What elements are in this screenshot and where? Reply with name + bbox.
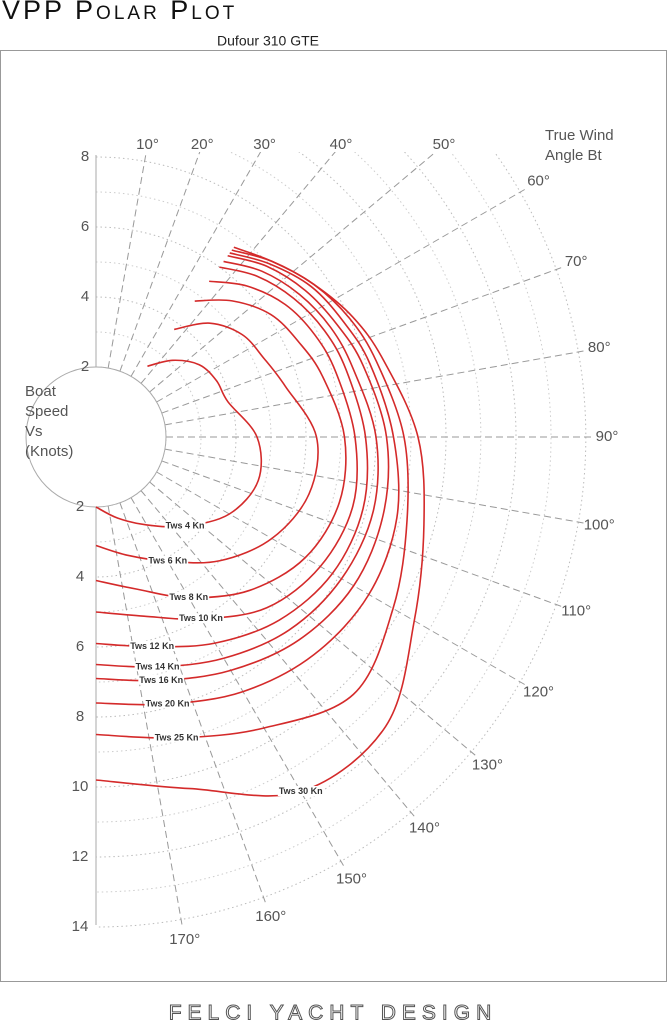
angle-tick-label: 150° <box>336 871 367 888</box>
r-tick-label: 2 <box>76 498 84 515</box>
chart-title: VPP Polar Plot <box>2 0 237 25</box>
angle-ray <box>140 490 417 820</box>
curve-label-bg <box>129 640 176 651</box>
angle-tick-label: 170° <box>169 931 200 948</box>
angle-ray <box>119 502 268 906</box>
angle-tick-label: 120° <box>523 683 554 700</box>
angle-ray <box>149 152 437 393</box>
angle-tick-label: 60° <box>527 172 550 189</box>
curve-label-bg <box>134 661 181 672</box>
plot: 10° 20° 30° 40° 50° 60° 70° 80° 90° 100° 110° 120° 1… <box>25 127 618 948</box>
r-tick-label: 4 <box>76 568 84 585</box>
axis-label: Boat <box>25 383 57 400</box>
angle-tick-label: 40° <box>330 136 353 153</box>
angle-ray <box>161 265 565 414</box>
curve-label: Tws 4 Kn <box>166 520 205 530</box>
angle-tick-label: 20° <box>191 136 214 153</box>
angle-tick-label: 130° <box>472 756 503 773</box>
chart-subtitle: Dufour 310 GTE <box>217 33 319 49</box>
footer: FELCI YACHT DESIGN <box>169 1002 498 1024</box>
angle-ray <box>107 505 184 929</box>
polar-curve <box>95 359 263 528</box>
r-tick-label: 6 <box>76 638 84 655</box>
polar-curve <box>95 266 369 648</box>
curve-label: Tws 25 Kn <box>155 732 199 742</box>
angle-tick-label: 110° <box>561 603 591 620</box>
axis-label: Speed <box>25 403 68 420</box>
r-tick-label: 4 <box>81 288 89 305</box>
angle-tick-label: 90° <box>596 428 619 445</box>
polar-curve <box>95 252 400 706</box>
curve-label: Tws 6 Kn <box>148 556 187 566</box>
curve-label: Tws 14 Kn <box>136 661 180 671</box>
angle-tick-label: 10° <box>136 136 159 153</box>
angle-ray <box>140 152 336 384</box>
curve-label: Tws 8 Kn <box>169 592 208 602</box>
curve-label-bg <box>144 698 191 709</box>
curve-label-bg <box>147 555 189 566</box>
curve-label-bg <box>153 732 200 743</box>
r-tick-label: 14 <box>72 918 89 935</box>
grid-circle-minor <box>96 331 202 543</box>
angle-tick-label: 30° <box>253 136 276 153</box>
r-tick-label: 10 <box>72 778 89 795</box>
curve-label-bg <box>164 520 206 531</box>
angle-ray <box>156 187 529 403</box>
r-tick-label: 12 <box>72 848 89 865</box>
angle-ray <box>107 152 147 369</box>
curve-label: Tws 20 Kn <box>146 698 190 708</box>
r-tick-label: 8 <box>81 148 89 165</box>
curve-label-bg <box>168 592 210 603</box>
angle-ray <box>161 460 565 609</box>
angle-tick-label: 100° <box>584 517 615 534</box>
axis-label: (Knots) <box>25 443 73 460</box>
curve-label: Tws 12 Kn <box>130 641 174 651</box>
angle-tick-label: 140° <box>409 819 440 836</box>
angle-ray <box>156 471 529 687</box>
grid-circle <box>96 226 307 648</box>
polar-curve <box>95 249 426 797</box>
axis-label: Angle Bt <box>545 147 603 164</box>
curve-label-bg <box>277 786 324 797</box>
angle-tick-label: 160° <box>255 908 286 925</box>
r-tick-label: 6 <box>81 218 89 235</box>
curve-label-bg <box>138 674 185 685</box>
inner-circle <box>25 366 167 508</box>
r-tick-label: 8 <box>76 708 84 725</box>
curve-label: Tws 10 Kn <box>179 613 223 623</box>
angle-tick-label: 70° <box>565 253 588 270</box>
curve-label: Tws 16 Kn <box>139 675 183 685</box>
grid-circle-minor <box>96 152 482 823</box>
curve-label-bg <box>178 613 224 624</box>
grid-circle-minor <box>96 152 552 893</box>
axis-label: Vs <box>25 423 43 440</box>
angle-ray <box>130 152 262 377</box>
polar-curve <box>95 260 379 668</box>
axis-label: True Wind <box>545 127 614 144</box>
angle-ray <box>164 448 588 525</box>
angle-tick-label: 80° <box>588 339 611 356</box>
angle-ray <box>119 152 201 372</box>
angle-tick-label: 50° <box>433 136 456 153</box>
r-tick-label: 2 <box>81 358 89 375</box>
angle-ray <box>164 349 588 426</box>
polar-curve <box>95 255 390 682</box>
curve-label: Tws 30 Kn <box>279 786 323 796</box>
